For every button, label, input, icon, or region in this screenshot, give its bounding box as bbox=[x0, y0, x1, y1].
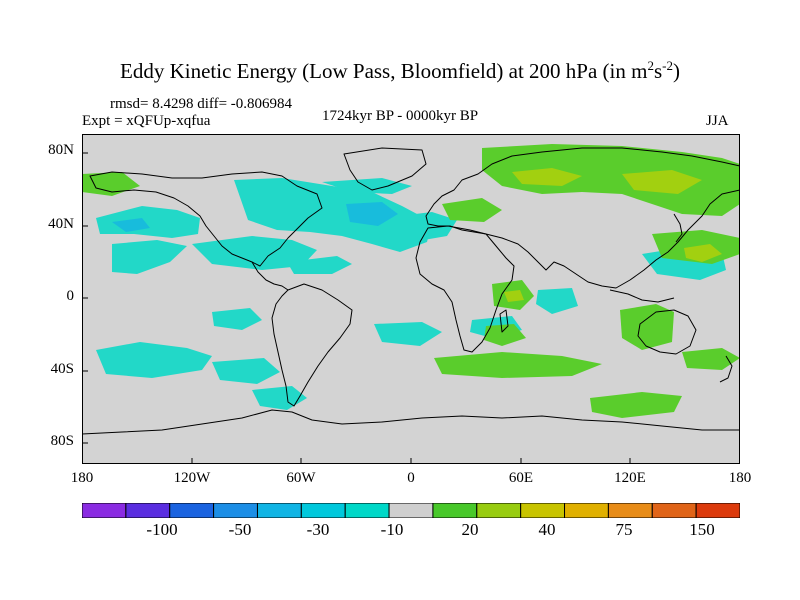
colorbar-box-11 bbox=[564, 503, 609, 518]
colorbar-box-1 bbox=[125, 503, 171, 518]
coastline-madagascar bbox=[499, 309, 509, 333]
neg-field-natl-east bbox=[382, 212, 457, 242]
colorbar-box-12 bbox=[607, 503, 653, 518]
colorbar-label-neg100: -100 bbox=[146, 520, 178, 539]
colorbar bbox=[82, 503, 740, 518]
positive-anomaly-fields bbox=[82, 144, 740, 418]
colorbar-box-7 bbox=[388, 503, 434, 518]
coastline-greenland bbox=[343, 147, 427, 191]
negative-anomaly-fields bbox=[96, 178, 726, 410]
season-label: JJA bbox=[706, 113, 729, 129]
colorbar-label-150: 150 bbox=[689, 520, 715, 539]
colorbar-box-6 bbox=[344, 503, 390, 518]
map-title: Eddy Kinetic Energy (Low Pass, Bloomfiel… bbox=[120, 58, 680, 83]
colorbar-label-40: 40 bbox=[538, 520, 556, 539]
pos-field-siberia bbox=[482, 144, 740, 216]
x-tick-label-180e: 180 bbox=[728, 470, 752, 486]
x-tick-label-0: 0 bbox=[407, 470, 415, 486]
colorbar-box-10 bbox=[520, 503, 566, 518]
coastline-maritime-continent bbox=[609, 289, 675, 303]
coastline-new-zealand bbox=[719, 355, 733, 383]
pos-field-australia bbox=[620, 304, 674, 350]
colorbar-label-neg30: -30 bbox=[306, 520, 330, 539]
coastline-australia bbox=[637, 309, 697, 355]
neg-field-spac-c bbox=[212, 358, 280, 384]
neg-field-spac-d bbox=[252, 386, 307, 410]
y-tick-label-80n: 80N bbox=[48, 142, 74, 158]
pos-core-siberia-b bbox=[622, 170, 702, 194]
coastline-japan bbox=[673, 213, 683, 243]
colorbar-label-neg10: -10 bbox=[380, 520, 404, 539]
y-tick-label-40s: 40S bbox=[50, 361, 74, 377]
neg-field-indian bbox=[536, 288, 578, 314]
neg-field-natl-north bbox=[322, 178, 412, 194]
coastline-central-america bbox=[251, 261, 289, 291]
colorbar-box-14 bbox=[695, 503, 740, 518]
neg-field-npac-west bbox=[96, 206, 200, 238]
pos-field-s-indian bbox=[434, 352, 602, 378]
x-tick-label-120w: 120W bbox=[173, 470, 211, 486]
colorbar-box-13 bbox=[651, 503, 697, 518]
coastline-eurasia bbox=[425, 147, 740, 289]
pos-core-indian bbox=[504, 290, 524, 302]
colorbar-label-neg50: -50 bbox=[228, 520, 252, 539]
coastline-south-america bbox=[271, 283, 353, 407]
pos-field-europe bbox=[442, 198, 502, 222]
pos-field-s-pacific bbox=[590, 392, 682, 418]
y-tick-label-40n: 40N bbox=[48, 216, 74, 232]
neg-field-spac-b bbox=[96, 342, 212, 378]
coastlines bbox=[82, 147, 740, 435]
map-panel bbox=[82, 134, 740, 464]
x-tick-label-180w: 180 bbox=[70, 470, 94, 486]
y-tick-label-0: 0 bbox=[66, 288, 75, 304]
colorbar-box-9 bbox=[476, 503, 522, 518]
pos-field-alaska bbox=[82, 172, 140, 196]
neg-field-spac-a bbox=[212, 308, 262, 330]
colorbar-box-4 bbox=[256, 503, 302, 518]
colorbar-box-8 bbox=[432, 503, 478, 518]
colorbar-label-20: 20 bbox=[461, 520, 479, 539]
neg-field-tropics-west bbox=[112, 240, 187, 274]
negative-strong-fields bbox=[112, 202, 398, 232]
neg-core-natl bbox=[346, 202, 398, 226]
x-tick-label-60w: 60W bbox=[286, 470, 316, 486]
pos-core-siberia-a bbox=[512, 168, 582, 186]
colorbar-box-3 bbox=[213, 503, 258, 518]
y-tick-label-80s: 80S bbox=[50, 433, 74, 449]
coastline-antarctica bbox=[82, 409, 740, 435]
pos-field-sw-pacific bbox=[682, 348, 740, 370]
x-tick-label-120e: 120E bbox=[614, 470, 646, 486]
coastline-africa bbox=[415, 225, 515, 353]
neg-field-satl bbox=[374, 322, 442, 346]
neg-field-npac-central bbox=[192, 236, 317, 270]
positive-strong-fields bbox=[504, 168, 722, 302]
pos-field-africa bbox=[484, 324, 526, 346]
neg-field-natl-main bbox=[234, 178, 432, 252]
map-frame bbox=[82, 134, 740, 464]
coastline-north-america bbox=[89, 171, 323, 267]
colorbar-box-5 bbox=[300, 503, 346, 518]
x-tick-label-60e: 60E bbox=[508, 470, 534, 486]
period-label: 1724kyr BP - 0000kyr BP bbox=[322, 108, 479, 124]
neg-field-atlantic-lowlat bbox=[287, 256, 352, 274]
colorbar-box-2 bbox=[169, 503, 215, 518]
experiment-label: Expt = xQFUp-xqfua bbox=[82, 113, 211, 129]
neg-core-npac bbox=[112, 218, 150, 232]
rmsd-diff-stats: rmsd= 8.4298 diff= -0.806984 bbox=[110, 96, 293, 112]
pos-core-wpac bbox=[684, 244, 722, 262]
colorbar-box-0 bbox=[82, 503, 127, 518]
colorbar-label-75: 75 bbox=[615, 520, 633, 539]
